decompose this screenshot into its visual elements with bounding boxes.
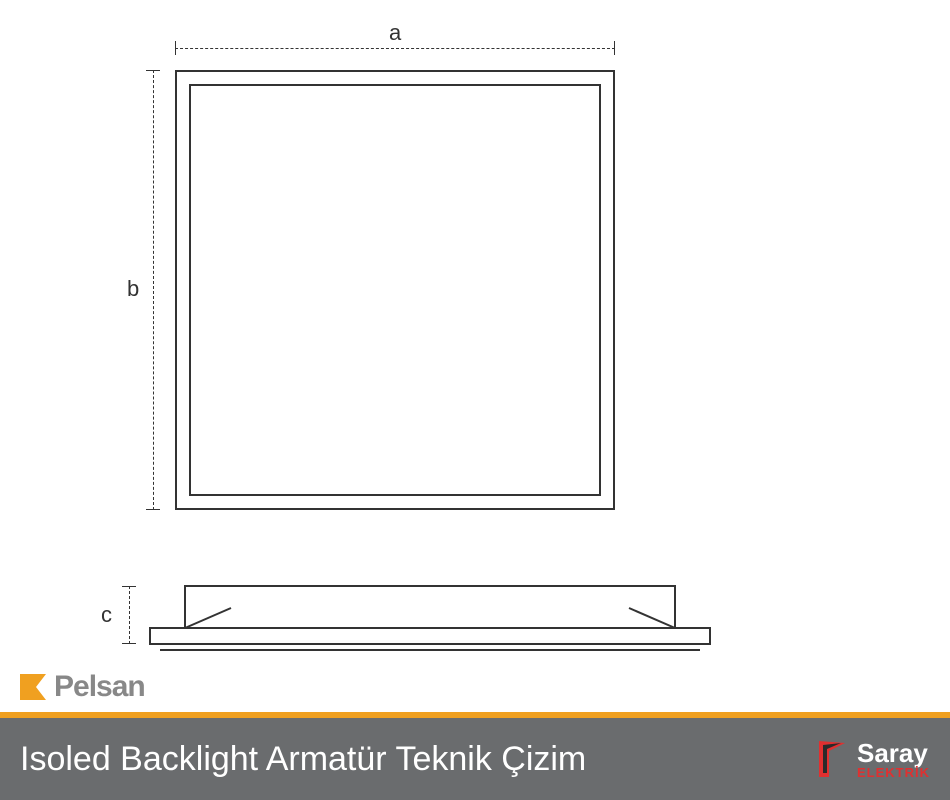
- dimension-cap: [122, 643, 136, 644]
- dimension-cap: [146, 509, 160, 510]
- dimension-label-c: c: [101, 602, 112, 628]
- saray-main-text: Saray: [857, 740, 930, 766]
- dimension-cap: [122, 586, 136, 587]
- dimension-line-c: [129, 586, 130, 644]
- dimension-line-a: [175, 48, 615, 49]
- technical-drawing: a b c Pelsan: [0, 0, 950, 710]
- dimension-cap: [614, 41, 615, 55]
- side-view-svg: [115, 580, 715, 670]
- side-view: c: [115, 580, 715, 675]
- saray-sub-text: ELEKTRİK: [857, 766, 930, 779]
- saray-icon: [815, 739, 851, 779]
- pelsan-icon: [20, 674, 46, 700]
- saray-logo: Saray ELEKTRİK: [815, 739, 930, 779]
- panel-inner-frame: [189, 84, 601, 496]
- pelsan-text: Pelsan: [54, 670, 145, 704]
- saray-text: Saray ELEKTRİK: [857, 740, 930, 779]
- dimension-label-b: b: [127, 276, 139, 302]
- dimension-label-a: a: [389, 20, 401, 46]
- dimension-cap: [175, 41, 176, 55]
- dimension-line-b: [153, 70, 154, 510]
- page-title: Isoled Backlight Armatür Teknik Çizim: [20, 740, 586, 779]
- pelsan-logo: Pelsan: [20, 670, 145, 704]
- dimension-cap: [146, 70, 160, 71]
- footer: Isoled Backlight Armatür Teknik Çizim Sa…: [0, 718, 950, 800]
